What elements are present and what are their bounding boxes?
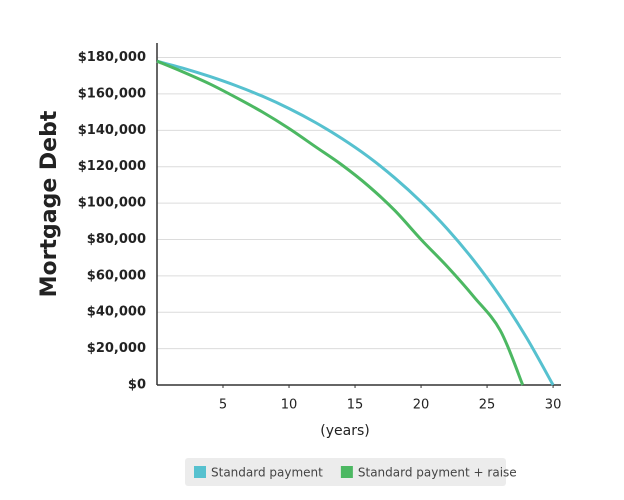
- y-tick-label: $20,000: [87, 341, 146, 356]
- line: [156, 59, 525, 386]
- y-axis-label: Mortgage Debt: [37, 110, 62, 297]
- y-tick-label: $0: [128, 378, 146, 393]
- x-tick-label: 20: [413, 398, 430, 413]
- y-tick-label: $120,000: [78, 159, 146, 174]
- y-tick-label: $40,000: [87, 305, 146, 320]
- x-tick-label: 30: [545, 398, 562, 413]
- x-tick-label: 5: [219, 398, 227, 413]
- y-tick-label: $100,000: [78, 196, 146, 211]
- legend-label: Standard payment + raise: [358, 466, 517, 480]
- y-tick-label: $60,000: [87, 268, 146, 283]
- x-tick-label: 25: [479, 398, 496, 413]
- legend-swatch: [340, 466, 353, 478]
- y-tick-label: $180,000: [78, 50, 146, 65]
- x-tick-label: 10: [281, 398, 298, 413]
- x-tick-label: 15: [347, 398, 364, 413]
- line: [156, 59, 555, 386]
- x-axis-label: (years): [320, 423, 369, 439]
- y-tick-label: $160,000: [78, 86, 146, 101]
- y-tick-label: $140,000: [78, 123, 146, 138]
- legend-swatch: [194, 466, 206, 478]
- legend-label: Standard payment: [211, 466, 323, 480]
- y-tick-label: $80,000: [87, 232, 146, 247]
